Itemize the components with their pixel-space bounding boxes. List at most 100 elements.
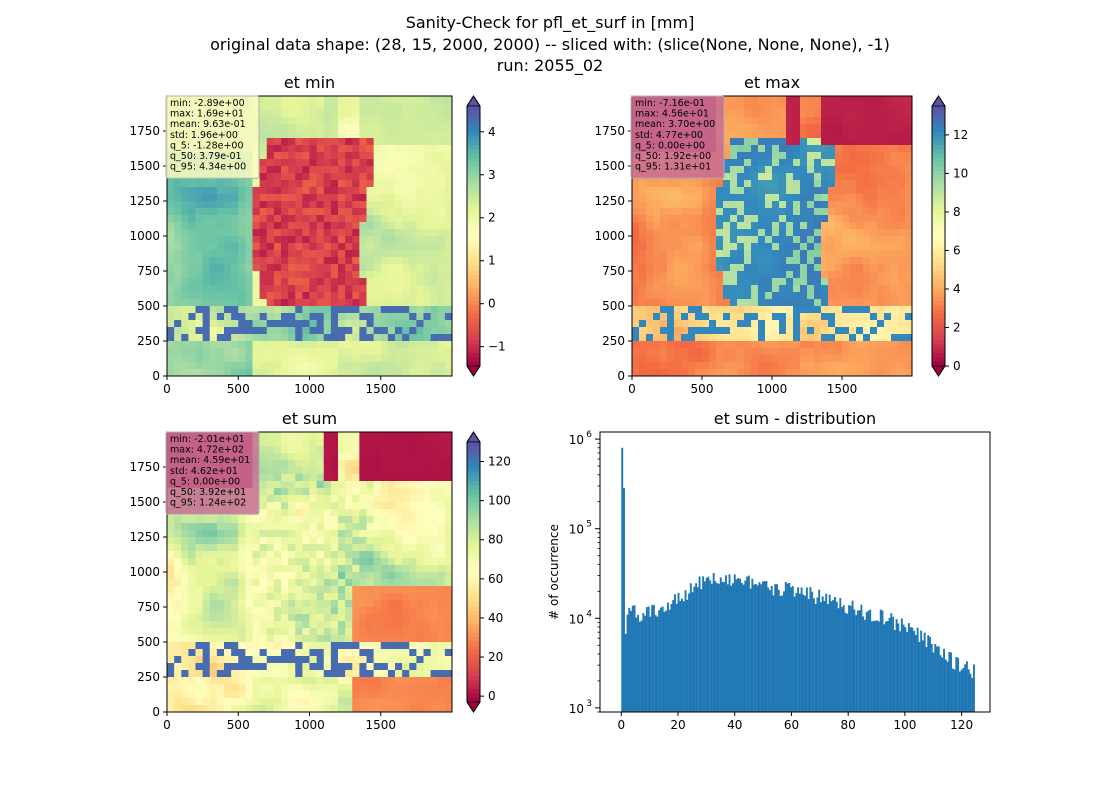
heatmap-cell	[416, 299, 424, 307]
heatmap-cell	[849, 285, 857, 293]
heatmap-cell	[188, 341, 196, 349]
heatmap-cell	[266, 362, 275, 370]
heatmap-cell	[702, 327, 710, 335]
heatmap-cell	[345, 369, 353, 377]
colorbar-segment	[467, 305, 480, 311]
heatmap-cell	[295, 432, 303, 440]
heatmap-cell	[891, 152, 899, 160]
heatmap-cell	[273, 656, 282, 664]
heatmap-cell	[174, 320, 182, 328]
heatmap-cell	[402, 495, 410, 503]
heatmap-cell	[345, 586, 353, 594]
colorbar-extend-top	[931, 95, 946, 107]
heatmap-cell	[423, 285, 432, 293]
heatmap-cell	[259, 320, 268, 328]
heatmap-cell	[231, 334, 239, 342]
heatmap-cell	[295, 152, 303, 160]
heatmap-cell	[330, 523, 339, 531]
heatmap-cell	[793, 355, 801, 363]
heatmap-cell	[216, 348, 225, 356]
colorbar-tick-label: 3	[488, 168, 496, 182]
heatmap-cell	[216, 572, 225, 580]
heatmap-cell	[188, 621, 196, 629]
heatmap-cell	[245, 292, 253, 300]
heatmap-cell	[402, 320, 410, 328]
heatmap-cell	[828, 222, 836, 230]
heatmap-cell	[174, 635, 182, 643]
heatmap-cell	[209, 684, 218, 692]
heatmap-cell	[695, 250, 703, 258]
heatmap-cell	[188, 537, 196, 545]
heatmap-cell	[409, 579, 417, 587]
heatmap-cell	[709, 341, 717, 349]
heatmap-cell	[266, 292, 275, 300]
heatmap-cell	[387, 432, 396, 440]
heatmap-cell	[245, 194, 253, 202]
heatmap-cell	[877, 103, 885, 111]
heatmap-cell	[366, 320, 375, 328]
heatmap-cell	[167, 313, 175, 321]
heatmap-cell	[905, 243, 913, 251]
heatmap-cell	[224, 621, 232, 629]
heatmap-cell	[856, 362, 864, 370]
heatmap-cell	[870, 138, 878, 146]
heatmap-cell	[174, 691, 182, 699]
heatmap-cell	[216, 236, 225, 244]
heatmap-cell	[653, 264, 661, 272]
heatmap-cell	[814, 313, 822, 321]
stats-line: q_95: 1.31e+01	[635, 162, 711, 173]
heatmap-cell	[373, 656, 382, 664]
heatmap-cell	[423, 579, 432, 587]
heatmap-cell	[856, 264, 864, 272]
heatmap-cell	[430, 229, 439, 237]
heatmap-cell	[681, 278, 689, 286]
heatmap-cell	[444, 117, 453, 125]
heatmap-cell	[309, 565, 318, 573]
heatmap-cell	[793, 194, 801, 202]
heatmap-cell	[395, 544, 403, 552]
heatmap-cell	[758, 166, 766, 174]
heatmap-cell	[402, 180, 410, 188]
heatmap-cell	[416, 355, 424, 363]
heatmap-cell	[309, 285, 318, 293]
heatmap-cell	[345, 614, 353, 622]
heatmap-cell	[359, 292, 367, 300]
heatmap-cell	[779, 278, 787, 286]
heatmap-cell	[316, 96, 325, 104]
colorbar-tick-label: 0	[953, 359, 961, 373]
heatmap-cell	[238, 691, 246, 699]
colorbar-segment	[932, 106, 945, 111]
heatmap-cell	[330, 257, 339, 265]
heatmap-cell	[905, 278, 913, 286]
heatmap-cell	[688, 271, 696, 279]
heatmap-cell	[309, 362, 318, 370]
heatmap-cell	[338, 579, 346, 587]
heatmap-cell	[238, 544, 246, 552]
heatmap-cell	[273, 488, 282, 496]
heatmap-cell	[366, 474, 375, 482]
heatmap-cell	[891, 264, 899, 272]
heatmap-cell	[702, 306, 710, 314]
heatmap-cell	[330, 670, 339, 678]
heatmap-cell	[688, 215, 696, 223]
heatmap-cell	[828, 208, 836, 216]
heatmap-cell	[288, 299, 296, 307]
heatmap-cell	[266, 257, 275, 265]
heatmap-cell	[302, 334, 310, 342]
heatmap-cell	[695, 257, 703, 265]
heatmap-cell	[416, 572, 424, 580]
heatmap-cell	[402, 341, 410, 349]
heatmap-cell	[266, 152, 275, 160]
heatmap-cell	[195, 607, 204, 615]
heatmap-cell	[807, 124, 815, 132]
heatmap-cell	[702, 292, 710, 300]
heatmap-cell	[437, 516, 446, 524]
heatmap-cell	[188, 558, 196, 566]
heatmap-cell	[423, 446, 432, 454]
heatmap-cell	[898, 285, 906, 293]
heatmap-cell	[209, 208, 218, 216]
colorbar-segment	[932, 145, 945, 150]
heatmap-cell	[779, 215, 787, 223]
heatmap-cell	[238, 320, 246, 328]
heatmap-cell	[245, 516, 253, 524]
